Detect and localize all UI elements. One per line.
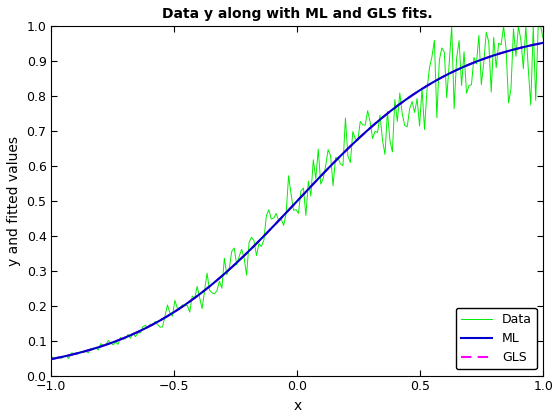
Line: GLS: GLS — [52, 43, 543, 359]
GLS — [139, 327, 146, 332]
ML — [78, 350, 85, 355]
ML — [139, 327, 146, 332]
GLS — [179, 304, 186, 309]
GLS — [515, 46, 522, 51]
GLS — [498, 50, 505, 55]
Data — [503, 46, 510, 51]
ML — [540, 40, 547, 45]
Data — [142, 323, 148, 328]
Data — [48, 354, 55, 359]
ML — [68, 352, 74, 357]
Data — [80, 349, 87, 354]
ML — [515, 46, 522, 51]
Data — [181, 303, 188, 308]
GLS — [48, 357, 55, 362]
Data — [540, 36, 547, 41]
Title: Data y along with ML and GLS fits.: Data y along with ML and GLS fits. — [162, 7, 432, 21]
ML — [498, 50, 505, 55]
Line: Data: Data — [52, 26, 543, 360]
Data — [449, 24, 455, 29]
GLS — [68, 352, 74, 357]
Data — [70, 351, 77, 356]
GLS — [78, 350, 85, 355]
Data — [520, 66, 527, 71]
ML — [48, 357, 55, 362]
Y-axis label: y and fitted values: y and fitted values — [7, 136, 21, 266]
ML — [179, 304, 186, 309]
X-axis label: x: x — [293, 399, 301, 413]
Legend: Data, ML, GLS: Data, ML, GLS — [456, 308, 537, 369]
GLS — [540, 40, 547, 45]
Line: ML: ML — [52, 43, 543, 359]
Data — [50, 357, 57, 362]
